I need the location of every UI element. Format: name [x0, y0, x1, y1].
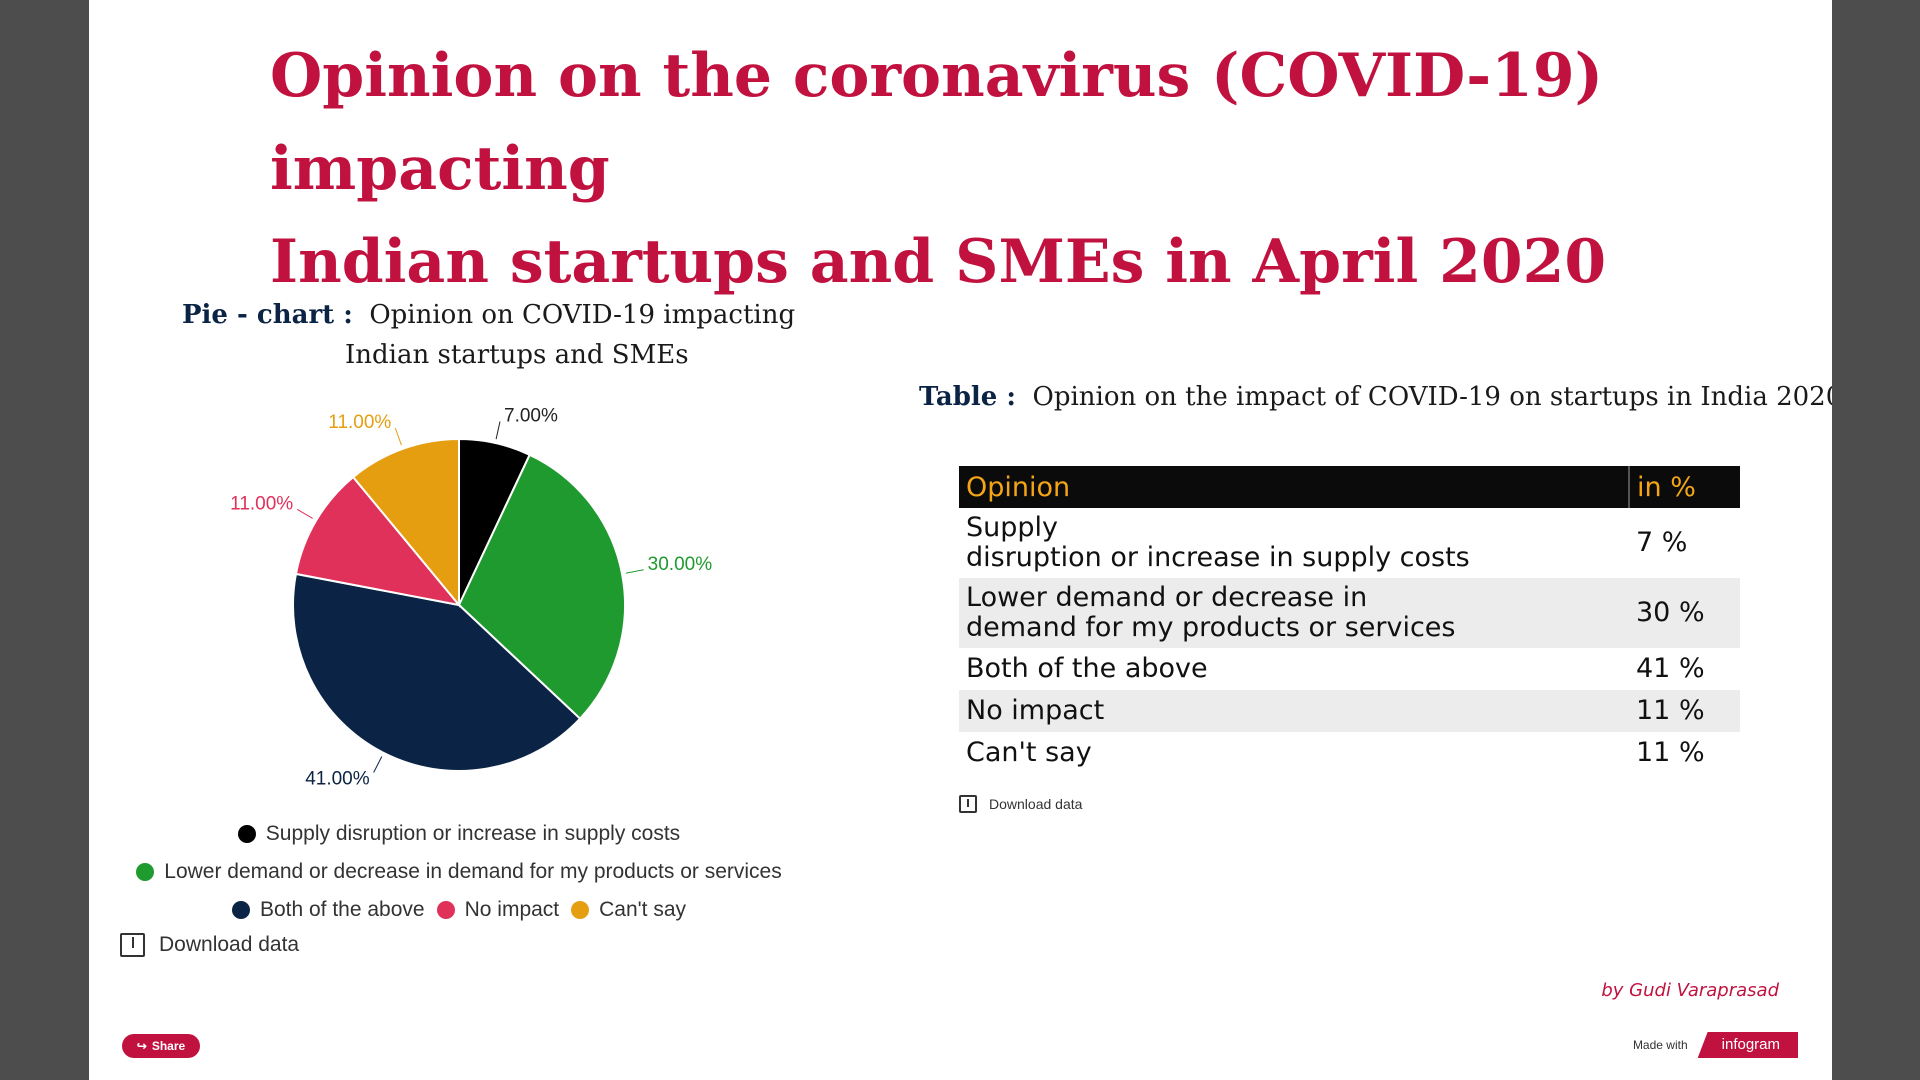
opinion-line-2: disruption or increase in supply costs — [966, 542, 1470, 573]
pie-download-data-button[interactable]: Download data — [120, 933, 299, 957]
pie-data-label: 7.00% — [504, 406, 558, 427]
pie-caption-line-2: Indian startups and SMEs — [345, 340, 689, 370]
table-cell-percent: 11 % — [1636, 737, 1705, 768]
legend-label: Lower demand or decrease in demand for m… — [164, 860, 782, 883]
pie-slice-lower-demand[interactable] — [457, 453, 626, 721]
legend-label: No impact — [464, 898, 560, 921]
table-download-data-button[interactable]: Download data — [959, 795, 1082, 813]
legend-marker — [571, 901, 590, 919]
pie-data-label: 11.00% — [328, 412, 391, 433]
table-cell-percent: 30 % — [1629, 578, 1740, 648]
pie-slice-no-impact[interactable] — [294, 475, 462, 607]
download-icon — [959, 795, 977, 813]
pie-chart-caption: Pie - chart : Opinion on COVID-19 impact… — [182, 295, 795, 375]
legend-row: Both of the above No impact Can't say — [89, 891, 829, 929]
share-button[interactable]: ↪ Share — [122, 1034, 200, 1058]
legend-marker — [436, 901, 455, 919]
legend-item-both[interactable]: Both of the above — [231, 898, 425, 922]
table-header-row: Opinion in % — [959, 466, 1740, 508]
pie-label-leader — [373, 756, 383, 773]
download-icon — [120, 933, 145, 957]
legend-row: Lower demand or decrease in demand for m… — [89, 853, 829, 891]
legend-item-supply-disruption[interactable]: Supply disruption or increase in supply … — [237, 822, 681, 846]
table-cell-opinion: Both of the above — [966, 653, 1208, 684]
download-label: Download data — [989, 796, 1083, 812]
pie-caption-line-1: Opinion on COVID-19 impacting — [369, 300, 796, 330]
table-row: Can't say 11 % — [959, 732, 1740, 774]
made-with-label: Made with — [1632, 1038, 1688, 1052]
table-row: Both of the above 41 % — [959, 648, 1740, 690]
pie-data-label: 11.00% — [230, 493, 293, 514]
opinion-table: Opinion in % Supply disruption or increa… — [959, 466, 1740, 774]
share-icon: ↪ — [136, 1039, 147, 1053]
table-row: No impact 11 % — [959, 690, 1740, 732]
legend-marker — [136, 863, 155, 881]
pie-data-label: 41.00% — [305, 769, 370, 790]
page-title: Opinion on the coronavirus (COVID-19) im… — [270, 30, 1770, 309]
pie-label-leader — [495, 421, 501, 440]
table-caption-text: Opinion on the impact of COVID-19 on sta… — [1032, 382, 1833, 412]
infogram-logo: infogram — [1697, 1032, 1798, 1058]
legend-marker — [231, 901, 250, 919]
made-with-badge[interactable]: Made with infogram — [1633, 1032, 1798, 1058]
table-cell-percent: 7 % — [1636, 527, 1688, 558]
legend-label: Both of the above — [259, 898, 425, 921]
pie-chart: 7.00% 30.00% 41.00% 11.00% 11.00% — [230, 406, 712, 790]
legend-item-no-impact[interactable]: No impact — [436, 898, 560, 922]
pie-label-leader — [625, 569, 644, 574]
pie-slice-both[interactable] — [292, 572, 582, 772]
pie-data-label: 30.00% — [648, 554, 713, 575]
table-cell-percent: 41 % — [1636, 653, 1705, 684]
title-line-2: Indian startups and SMEs in April 2020 — [270, 227, 1607, 297]
author-byline: by Gudi Varaprasad — [1601, 980, 1779, 1001]
title-line-1: Opinion on the coronavirus (COVID-19) im… — [270, 41, 1604, 204]
table-cell-opinion: Can't say — [966, 737, 1092, 768]
legend-marker — [237, 825, 256, 843]
table-cell-opinion: Lower demand or decrease in demand for m… — [959, 578, 1629, 648]
table-row: Supply disruption or increase in supply … — [959, 508, 1740, 578]
column-header-opinion: Opinion — [959, 466, 1629, 508]
opinion-line-1: Lower demand or decrease in — [966, 582, 1368, 613]
share-label: Share — [151, 1039, 186, 1053]
table-caption-label: Table : — [919, 382, 1016, 412]
legend-item-lower-demand[interactable]: Lower demand or decrease in demand for m… — [136, 860, 782, 884]
table-cell-percent: 11 % — [1629, 690, 1740, 732]
column-header-percent: in % — [1628, 466, 1740, 508]
opinion-line-2: demand for my products or services — [966, 612, 1456, 643]
infographic-canvas: Opinion on the coronavirus (COVID-19) im… — [89, 0, 1832, 1080]
chart-legend: Supply disruption or increase in supply … — [89, 815, 829, 929]
table-row: Lower demand or decrease in demand for m… — [959, 578, 1740, 648]
pie-slice-cant-say[interactable] — [351, 437, 460, 608]
legend-label: Can't say — [599, 898, 687, 921]
legend-item-cant-say[interactable]: Can't say — [571, 898, 686, 922]
pie-label-leader — [296, 508, 313, 519]
pie-label-leader — [394, 427, 402, 446]
table-cell-opinion: No impact — [959, 690, 1629, 732]
download-label: Download data — [159, 933, 300, 956]
opinion-line-1: Supply — [966, 512, 1059, 543]
legend-label: Supply disruption or increase in supply … — [265, 822, 681, 845]
pie-caption-label: Pie - chart : — [182, 300, 353, 330]
table-caption: Table : Opinion on the impact of COVID-1… — [919, 377, 1832, 417]
legend-row: Supply disruption or increase in supply … — [89, 815, 829, 853]
table-cell-opinion: Supply disruption or increase in supply … — [959, 508, 1629, 578]
